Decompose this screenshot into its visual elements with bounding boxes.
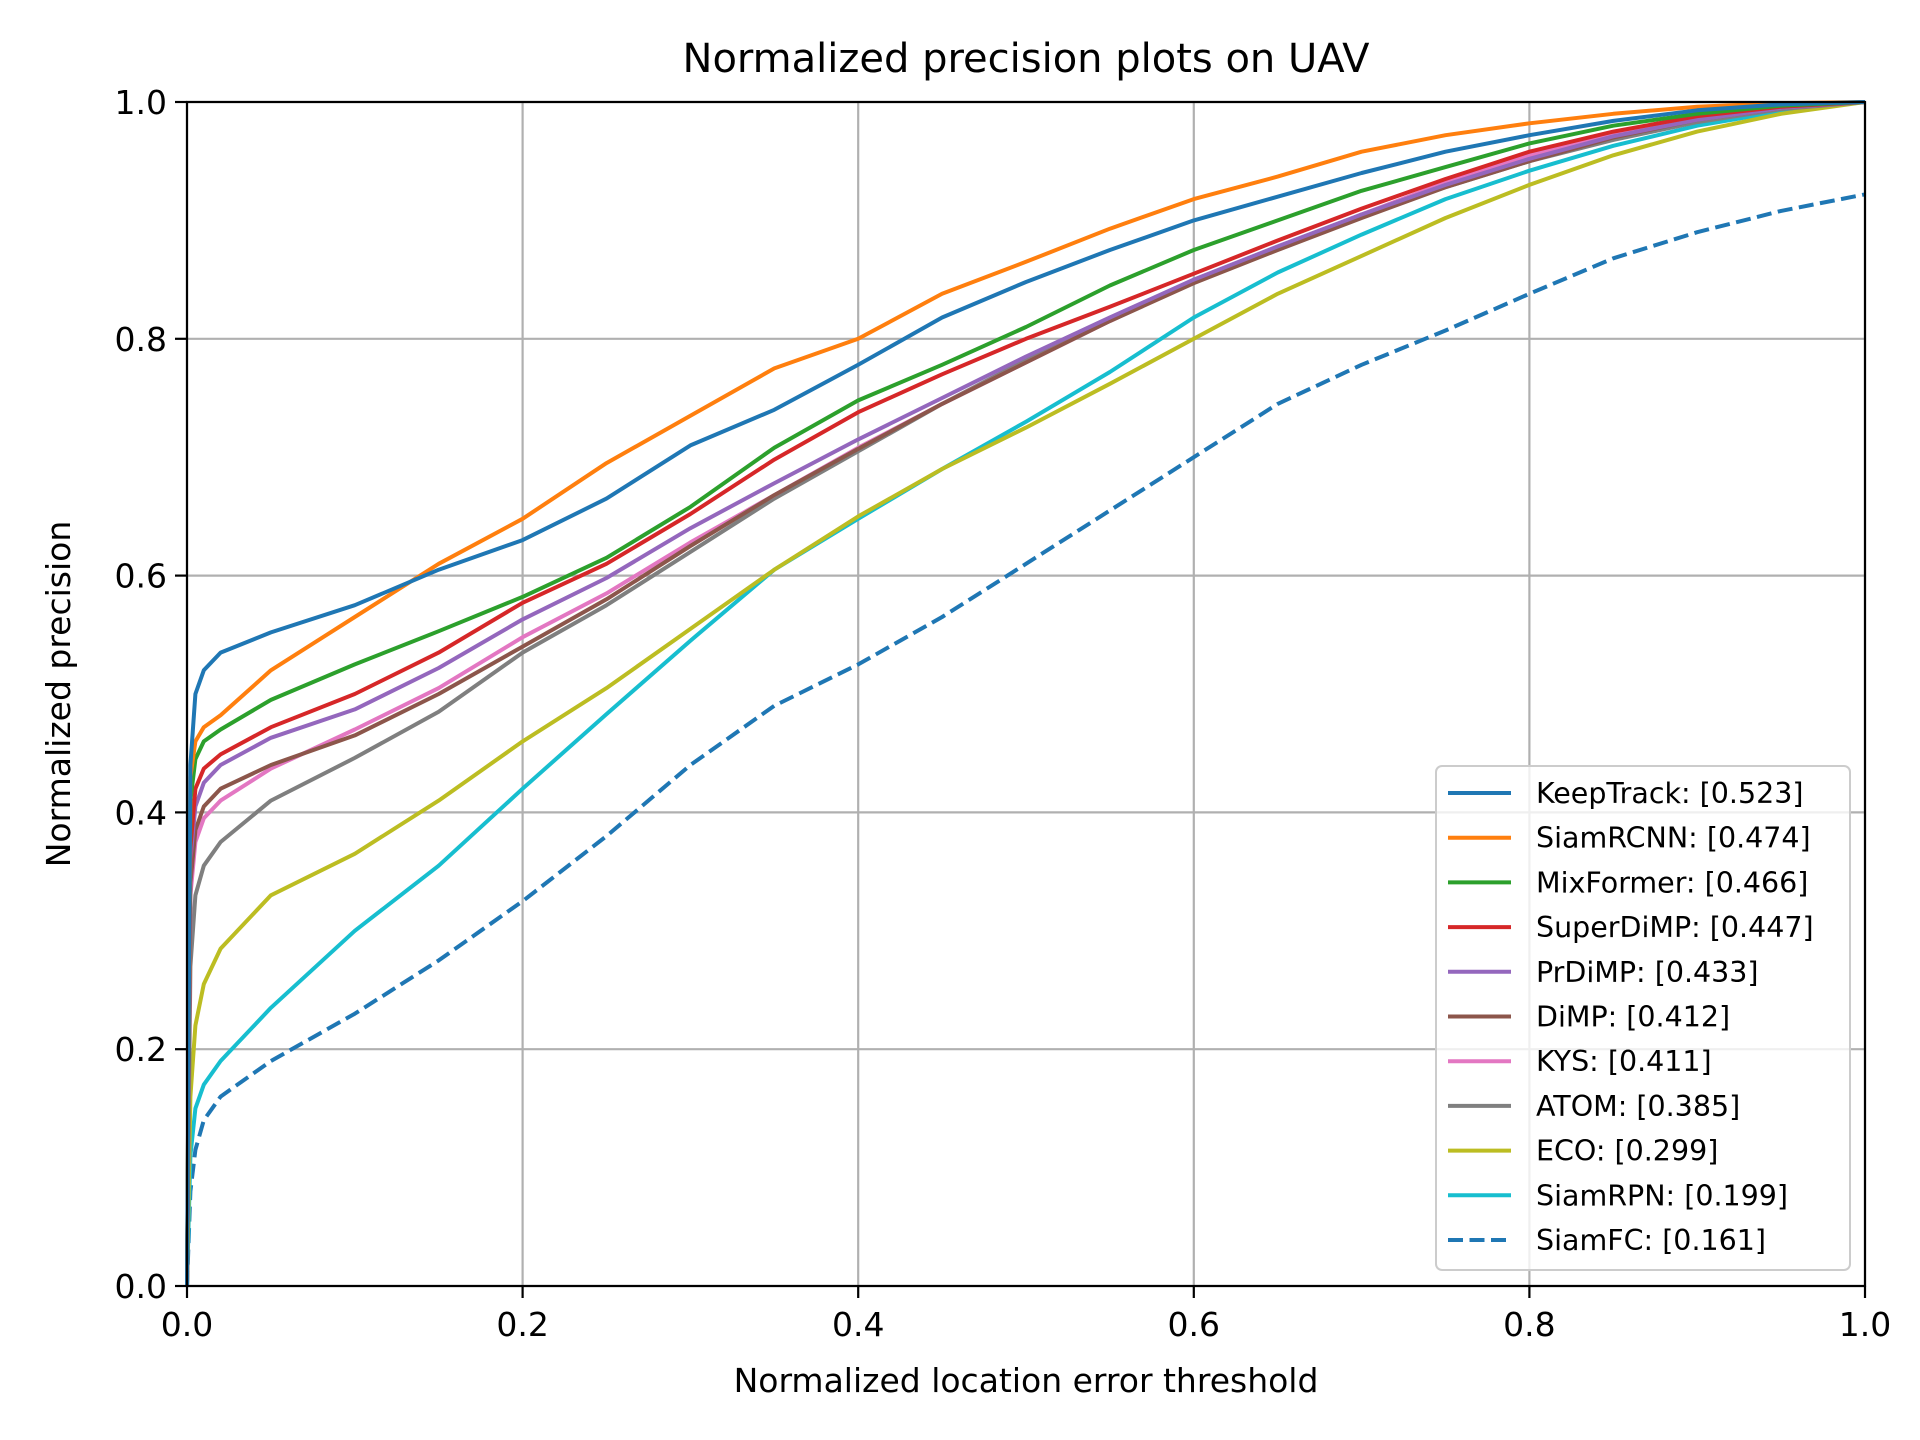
series-line-4 <box>185 100 1866 1287</box>
x-tick-label: 1.0 <box>1839 1305 1891 1344</box>
y-tick-label: 0.6 <box>115 557 167 596</box>
x-tick-label: 0.6 <box>1168 1305 1220 1344</box>
plot-frame <box>185 100 1867 1288</box>
x-tick-label: 0.8 <box>1503 1305 1555 1344</box>
legend-label: PrDiMP: [0.433] <box>1536 956 1759 989</box>
legend-label: SuperDiMP: [0.447] <box>1536 911 1814 944</box>
series-line-3 <box>185 100 1866 1287</box>
series-line-8 <box>185 100 1866 1287</box>
y-tick-label: 0.0 <box>115 1267 167 1306</box>
legend-label: KYS: [0.411] <box>1536 1045 1712 1078</box>
legend-label: DiMP: [0.412] <box>1536 1001 1730 1034</box>
x-axis-label: Normalized location error threshold <box>734 1361 1319 1400</box>
series-line-1 <box>185 100 1866 1287</box>
y-axis-label: Normalized precision <box>39 521 78 868</box>
legend: KeepTrack: [0.523] SiamRCNN: [0.474] MixFo… <box>1435 765 1851 1271</box>
y-tick-label: 0.8 <box>115 320 167 359</box>
legend-box <box>1435 765 1851 1271</box>
legend-label: KeepTrack: [0.523] <box>1536 777 1804 810</box>
legend-label: MixFormer: [0.466] <box>1536 866 1808 899</box>
chart-title: Normalized precision plots on UAV <box>683 36 1371 82</box>
x-tick-label: 0.4 <box>832 1305 884 1344</box>
y-tick-label: 0.2 <box>115 1030 167 1069</box>
x-tick-label: 0.2 <box>496 1305 548 1344</box>
series-line-9 <box>185 100 1866 1287</box>
y-tick-label: 0.4 <box>115 793 167 832</box>
legend-label: SiamRPN: [0.199] <box>1536 1179 1788 1212</box>
x-tick-label: 0.0 <box>161 1305 213 1344</box>
series-line-0 <box>185 100 1866 1287</box>
plot-lines <box>185 100 1866 1287</box>
axis-ticks: 0.0 0.2 0.4 0.6 0.8 1.0 0.0 0.2 0.4 0.6 0.8 1.0 <box>115 83 1892 1344</box>
legend-label: ECO: [0.299] <box>1536 1135 1718 1168</box>
series-line-5 <box>185 100 1866 1287</box>
y-tick-label: 1.0 <box>115 83 167 122</box>
series-line-10 <box>185 192 1866 1287</box>
legend-label: SiamFC: [0.161] <box>1536 1224 1766 1257</box>
legend-label: ATOM: [0.385] <box>1536 1090 1740 1123</box>
series-line-2 <box>185 100 1866 1287</box>
legend-label: SiamRCNN: [0.474] <box>1536 822 1811 855</box>
